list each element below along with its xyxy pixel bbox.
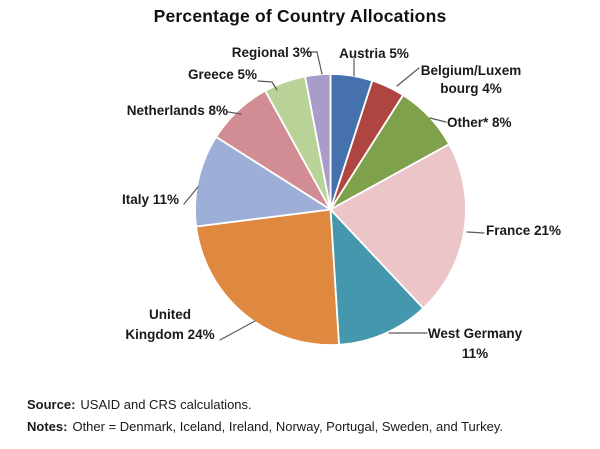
leader-line-1 [396,67,420,87]
notes-label: Notes: [27,419,68,434]
slice-label-belgium-luxembourg: Belgium/Luxem bourg 4% [420,63,522,96]
source-note: Source: USAID and CRS calculations. [27,394,503,416]
slice-label-united-kingdom: United Kingdom 24% [125,307,215,342]
leader-line-2 [429,117,447,123]
slice-label-regional: Regional 3% [231,45,312,60]
leader-lines [183,51,485,341]
footnotes: Source: USAID and CRS calculations. Notes… [27,394,503,438]
source-label: Source: [27,397,76,412]
pie-slice-france [329,143,467,310]
notes-text: Other = Denmark, Iceland, Ireland, Norwa… [72,419,503,434]
pie-slice-united-kingdom [195,208,340,346]
slice-label-netherlands: Netherlands 8% [126,103,228,118]
slice-label-greece: Greece 5% [187,67,257,82]
pie-slice-west-germany [329,208,425,346]
slice-label-other: Other* 8% [447,115,512,130]
slice-label-west-germany: West Germany 11% [427,326,523,361]
chart-title: Percentage of Country Allocations [153,6,447,26]
slice-label-austria: Austria 5% [339,46,409,61]
slice-label-italy: Italy 11% [121,192,179,207]
source-text: USAID and CRS calculations. [80,397,252,412]
leader-line-5 [219,320,256,341]
leader-line-9 [306,51,323,75]
leader-line-8 [257,80,278,91]
leader-line-7 [227,111,242,115]
notes-note: Notes: Other = Denmark, Iceland, Ireland,… [27,416,503,438]
pie-slice-italy [194,136,332,228]
pie-slice-regional [304,73,332,211]
leader-line-3 [466,231,485,234]
leader-line-6 [183,186,199,205]
slice-label-france: France 21% [486,223,562,238]
